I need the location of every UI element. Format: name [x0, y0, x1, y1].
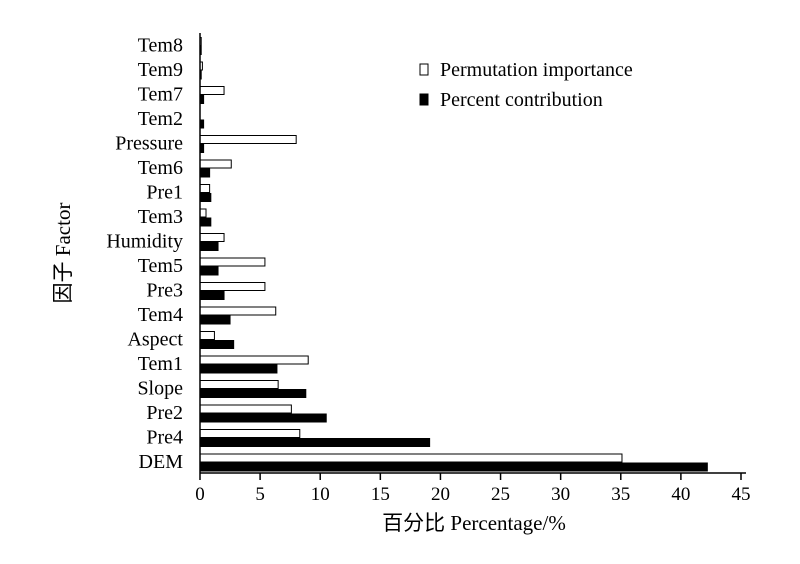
bar-contribution-dem: [199, 462, 708, 472]
bar-permutation-pre1: [199, 184, 211, 193]
category-label-pre4: Pre4: [146, 427, 183, 449]
legend-swatch-permutation: [419, 63, 429, 76]
category-label-tem7: Tem7: [138, 84, 183, 106]
category-label-dem: DEM: [139, 451, 184, 473]
x-tick-label: 35: [611, 484, 630, 505]
axes-layer: [199, 33, 746, 474]
x-tick-label: 20: [431, 484, 450, 505]
bar-permutation-tem5: [199, 257, 266, 267]
bar-permutation-tem3: [199, 208, 207, 218]
bar-permutation-tem4: [199, 306, 277, 316]
bar-permutation-tem6: [199, 159, 232, 169]
category-label-pressure: Pressure: [115, 133, 183, 155]
bar-permutation-pre3: [199, 282, 266, 291]
bar-permutation-pressure: [199, 135, 297, 144]
bar-permutation-humidity: [199, 233, 225, 242]
category-label-tem9: Tem9: [138, 59, 183, 81]
bar-permutation-tem7: [199, 86, 225, 95]
x-tick-label: 5: [255, 484, 265, 505]
x-axis-ticks: 0 5 10 15 20 25 30 35 40 45: [195, 473, 751, 505]
y-axis-title: 因子 Factor: [51, 203, 75, 304]
x-tick-label: 30: [551, 484, 570, 505]
legend-label-permutation: Permutation importance: [440, 59, 633, 81]
bar-contribution-humidity: [199, 242, 219, 251]
bar-permutation-aspect: [199, 331, 215, 340]
category-label-tem5: Tem5: [138, 255, 183, 277]
category-label-tem3: Tem3: [138, 206, 183, 228]
x-tick-label: 15: [371, 484, 390, 505]
bar-permutation-dem: [199, 453, 623, 463]
category-label-tem4: Tem4: [138, 304, 183, 326]
bar-contribution-tem3: [199, 217, 212, 227]
category-label-tem2: Tem2: [138, 108, 183, 130]
bar-contribution-pre1: [199, 193, 212, 202]
bar-permutation-tem1: [199, 355, 309, 365]
legend-swatch-contribution: [419, 93, 429, 106]
legend-label-contribution: Percent contribution: [440, 89, 603, 111]
bar-contribution-tem5: [199, 266, 219, 276]
category-label-tem1: Tem1: [138, 353, 183, 375]
bar-contribution-slope: [199, 389, 307, 398]
bar-permutation-pre4: [199, 429, 301, 438]
bar-contribution-tem6: [199, 168, 211, 178]
category-label-tem6: Tem6: [138, 157, 183, 179]
bar-permutation-slope: [199, 380, 279, 389]
category-label-slope: Slope: [137, 378, 183, 400]
x-tick-label: 40: [671, 484, 690, 505]
bar-contribution-pre4: [199, 438, 431, 447]
bar-contribution-pre3: [199, 291, 225, 300]
bar-contribution-pre2: [199, 413, 327, 423]
bar-contribution-tem1: [199, 364, 278, 374]
bar-permutation-pre2: [199, 404, 292, 414]
x-tick-label: 10: [311, 484, 330, 505]
category-label-humidity: Humidity: [106, 231, 183, 253]
category-label-aspect: Aspect: [127, 329, 183, 351]
x-tick-label: 0: [195, 484, 205, 505]
category-label-pre1: Pre1: [146, 182, 183, 204]
x-axis-title: 百分比 Percentage/%: [382, 511, 566, 535]
bar-contribution-tem4: [199, 315, 231, 325]
x-tick-label: 25: [491, 484, 510, 505]
category-label-pre3: Pre3: [146, 280, 183, 302]
bars-layer: [199, 37, 708, 472]
legend: Permutation importance Percent contribut…: [419, 59, 633, 111]
category-label-pre2: Pre2: [146, 402, 183, 424]
x-tick-label: 45: [732, 484, 751, 505]
bar-contribution-aspect: [199, 340, 235, 349]
category-label-tem8: Tem8: [138, 35, 183, 57]
